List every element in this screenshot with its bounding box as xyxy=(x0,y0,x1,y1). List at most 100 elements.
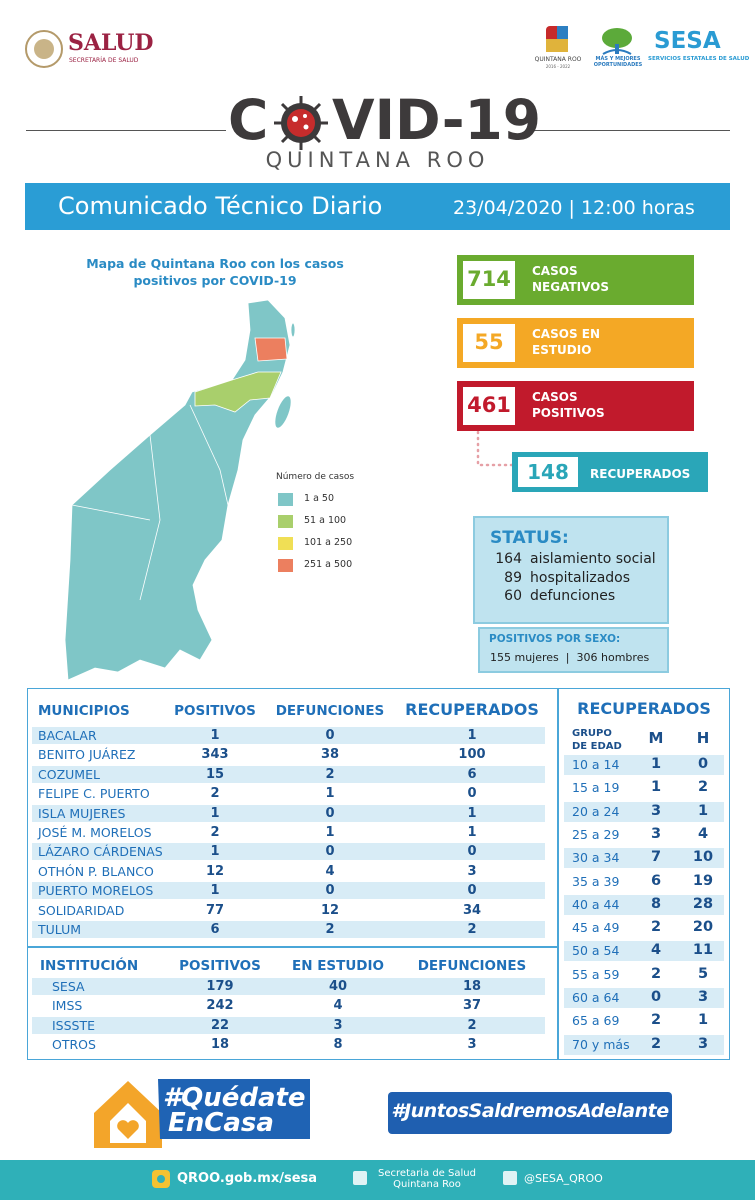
table-divider xyxy=(27,946,558,948)
row-stripe xyxy=(32,882,545,900)
recuperados-title: RECUPERADOS xyxy=(577,699,711,718)
salud-logo: SALUD xyxy=(68,30,154,56)
cell-value: 77 xyxy=(205,902,225,918)
cell-value: 2 xyxy=(210,786,220,802)
cell-value: 2 xyxy=(650,965,662,982)
cell-value: 8 xyxy=(650,895,662,912)
row-stripe xyxy=(564,988,724,1008)
row-stripe xyxy=(32,727,545,744)
cell-value: 2 xyxy=(210,825,220,840)
cell-value: 19 xyxy=(692,872,714,889)
row-stripe xyxy=(32,921,545,938)
table-header: POSITIVOS xyxy=(179,958,261,974)
tree-logo xyxy=(602,28,632,55)
title-c: C xyxy=(228,88,269,152)
map-region xyxy=(274,395,292,429)
stay-home-1: #Quédate xyxy=(163,1083,306,1113)
row-stripe xyxy=(564,1034,724,1055)
sex-title: POSITIVOS POR SEXO: xyxy=(489,633,621,645)
legend-swatch xyxy=(278,537,293,550)
cell-value: 3 xyxy=(650,825,662,842)
case-label: CASOS NEGATIVOS xyxy=(532,264,610,294)
cell-value: 100 xyxy=(458,747,486,763)
status-value: 164 xyxy=(495,551,522,567)
case-number: 714 xyxy=(467,267,511,291)
cell-value: 2 xyxy=(325,766,335,782)
municipio-name: TULUM xyxy=(38,922,82,937)
cell-value: 8 xyxy=(333,1037,343,1053)
age-group: 25 a 29 xyxy=(572,826,620,842)
municipio-name: COZUMEL xyxy=(38,766,100,782)
case-number: 55 xyxy=(474,330,504,354)
municipio-name: OTHÓN P. BLANCO xyxy=(38,863,154,879)
qroo-years: 2016 - 2022 xyxy=(545,64,571,69)
row-stripe xyxy=(32,1016,545,1034)
women-count: 155 xyxy=(490,651,511,664)
cell-value: 3 xyxy=(467,863,477,879)
stay-home-badge xyxy=(94,1079,310,1148)
cell-value: 12 xyxy=(320,902,340,918)
cell-value: 15 xyxy=(205,766,225,782)
cell-value: 2 xyxy=(467,922,477,937)
age-group: 10 a 14 xyxy=(572,757,620,772)
cell-value: 2 xyxy=(650,1035,662,1052)
twitter: @SESA_QROO xyxy=(524,1172,603,1185)
cell-value: 0 xyxy=(467,786,477,802)
cell-value: 1 xyxy=(210,805,220,821)
cell-value: 10 xyxy=(692,849,714,866)
twitter-icon xyxy=(503,1171,517,1185)
row-stripe xyxy=(564,848,724,869)
institucion-name: ISSSTE xyxy=(52,1017,96,1033)
case-number-box xyxy=(463,324,515,362)
age-group: 20 a 24 xyxy=(572,803,620,819)
cell-value: 28 xyxy=(692,895,714,912)
age-group: 40 a 44 xyxy=(572,896,620,912)
cell-value: 4 xyxy=(697,825,709,842)
map-region xyxy=(64,299,291,681)
legend-label: 251 a 500 xyxy=(304,559,353,570)
recovered-number-box xyxy=(518,457,578,487)
table-frame xyxy=(27,688,730,1060)
row-stripe xyxy=(564,801,724,822)
cell-value: 6 xyxy=(650,872,662,889)
banner xyxy=(25,183,730,230)
facebook: Secretaria de Salud Quintana Roo xyxy=(378,1168,476,1190)
cell-value: 1 xyxy=(467,728,477,743)
cell-value: 1 xyxy=(210,728,220,743)
virus-icon xyxy=(274,96,328,150)
cell-value: 1 xyxy=(650,756,662,772)
table-header: M xyxy=(648,729,664,747)
row-stripe xyxy=(32,765,545,783)
cell-value: 12 xyxy=(205,863,225,879)
municipio-name: JOSÉ M. MORELOS xyxy=(38,825,152,840)
cell-value: 6 xyxy=(467,766,477,782)
legend-label: 1 a 50 xyxy=(304,493,334,504)
title-rule xyxy=(26,130,226,131)
cell-value: 0 xyxy=(325,728,335,743)
cell-value: 1 xyxy=(697,1012,709,1029)
status-value: 60 xyxy=(504,588,522,604)
cell-value: 2 xyxy=(467,1017,477,1033)
cell-value: 40 xyxy=(328,979,348,994)
recovered-number: 148 xyxy=(527,460,569,484)
sex-box xyxy=(478,627,669,673)
cell-value: 3 xyxy=(333,1017,343,1033)
title-rest: VID-19 xyxy=(332,88,542,152)
recovered-label: RECUPERADOS xyxy=(590,467,691,481)
legend-swatch xyxy=(278,493,293,506)
cell-value: 3 xyxy=(697,989,709,1005)
cell-value: 4 xyxy=(325,863,335,879)
qroo-shield xyxy=(546,26,568,52)
row-stripe xyxy=(564,941,724,962)
together: #JuntosSaldremosAdelante xyxy=(391,1100,669,1122)
cell-value: 2 xyxy=(325,922,335,937)
cell-value: 34 xyxy=(462,902,482,918)
cell-value: 1 xyxy=(650,779,662,796)
map xyxy=(64,299,296,681)
cell-value: 6 xyxy=(210,922,220,937)
cell-value: 7 xyxy=(650,849,662,866)
cell-value: 3 xyxy=(650,802,662,819)
cell-value: 1 xyxy=(210,844,220,860)
cell-value: 22 xyxy=(210,1017,230,1033)
